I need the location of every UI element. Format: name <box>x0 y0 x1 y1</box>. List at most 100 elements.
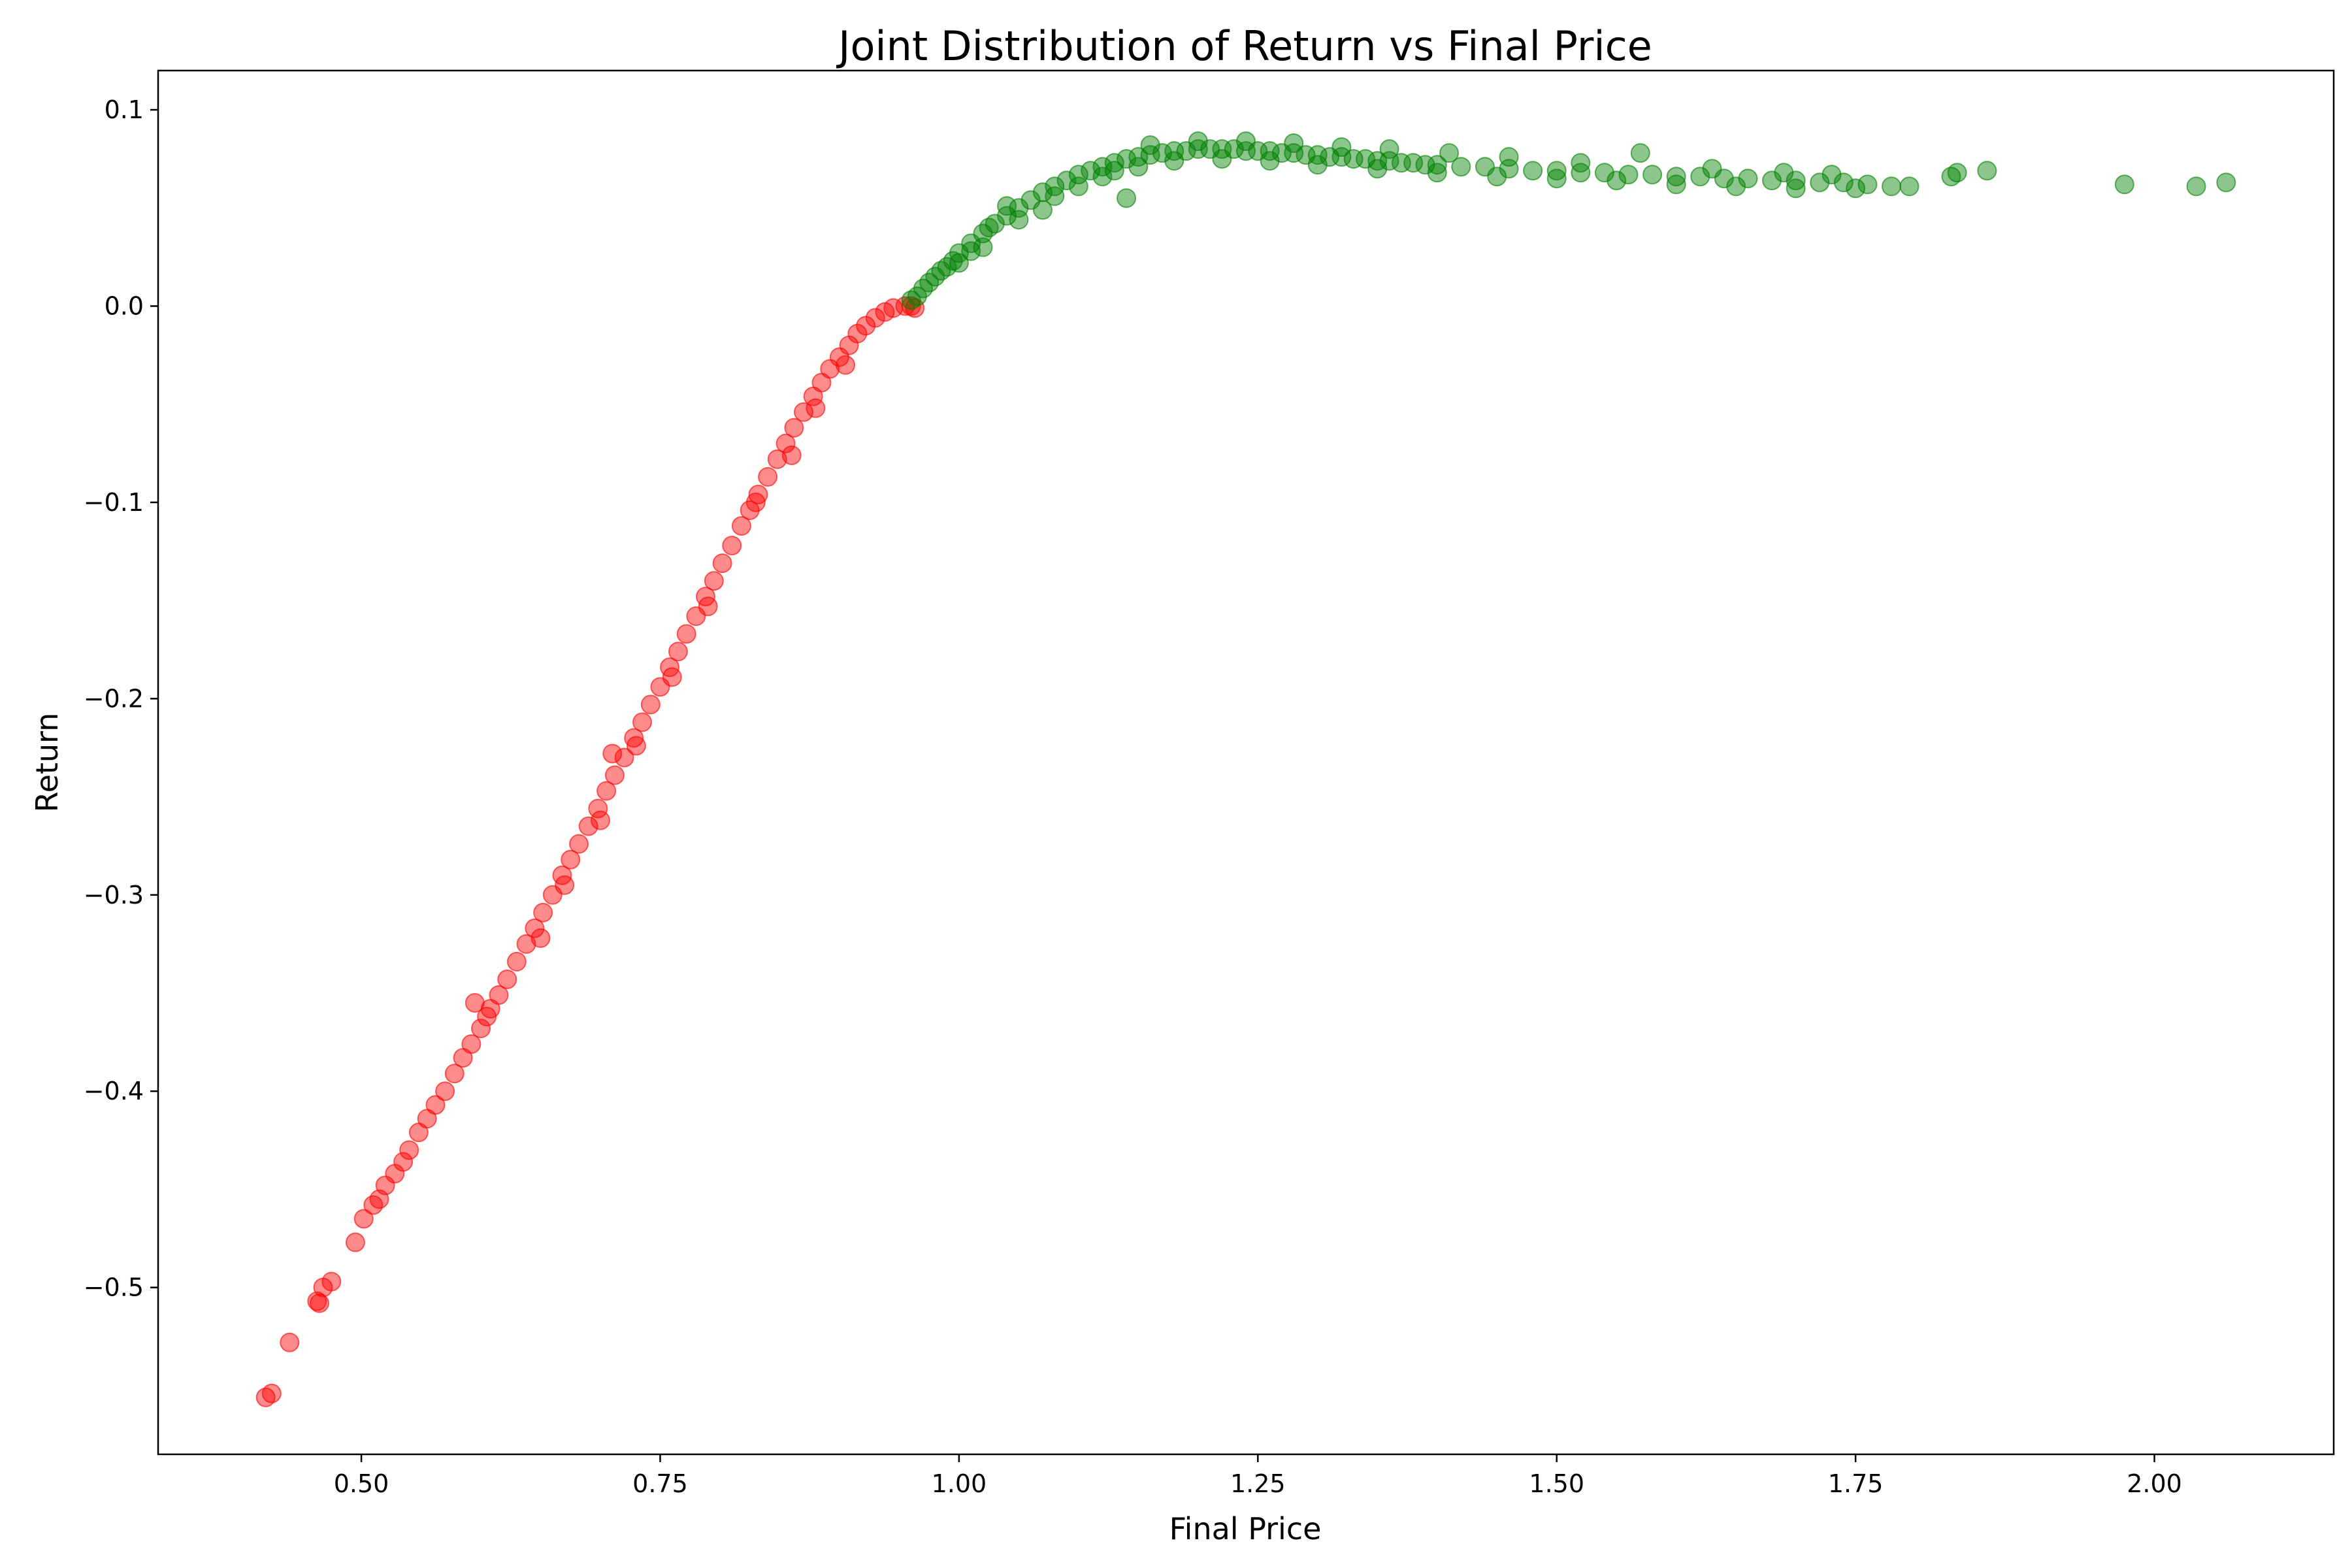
data-point <box>1487 167 1507 187</box>
data-point <box>471 1019 491 1039</box>
data-point <box>1068 176 1088 197</box>
data-point <box>465 993 485 1013</box>
data-point <box>997 206 1017 226</box>
plot-area-frame <box>157 69 2335 1456</box>
data-point <box>1833 172 1854 193</box>
data-point <box>1081 161 1101 181</box>
data-point <box>1630 143 1650 163</box>
data-point <box>506 951 527 972</box>
data-point <box>1260 141 1280 161</box>
data-point <box>1738 169 1758 189</box>
data-point <box>1117 149 1137 169</box>
data-point <box>569 834 589 854</box>
data-point <box>555 875 575 895</box>
data-point <box>1379 139 1399 159</box>
data-point <box>1666 167 1686 187</box>
data-point <box>1810 172 1830 193</box>
data-point <box>614 747 634 768</box>
data-point <box>1786 171 1806 191</box>
y-tick-label: 0.1 <box>105 95 144 124</box>
data-point <box>321 1271 342 1292</box>
data-point <box>1846 178 1866 199</box>
data-point <box>722 536 742 556</box>
data-point <box>461 1034 482 1054</box>
data-point <box>1899 176 1919 197</box>
data-point <box>662 667 682 687</box>
y-tick-label: 0.0 <box>105 292 144 321</box>
data-point <box>1546 169 1567 189</box>
data-point <box>353 1209 374 1229</box>
data-point <box>1821 165 1842 185</box>
data-point <box>997 196 1017 216</box>
data-point <box>1056 171 1077 191</box>
data-point <box>604 765 625 785</box>
x-axis-label: Final Price <box>1169 1511 1322 1546</box>
data-point <box>489 985 509 1005</box>
data-point <box>1702 159 1722 179</box>
data-point <box>1571 163 1591 183</box>
data-point <box>516 934 536 954</box>
y-tick-label: −0.3 <box>84 881 144 909</box>
data-point <box>399 1140 419 1160</box>
data-point <box>1427 155 1447 175</box>
data-point <box>632 712 653 732</box>
data-point <box>2216 172 2236 193</box>
y-tick-label: −0.2 <box>84 684 144 713</box>
data-point <box>624 728 644 748</box>
x-tick-label: 2.00 <box>2127 1469 2182 1498</box>
data-point <box>758 466 778 487</box>
data-point <box>847 323 868 344</box>
data-point <box>1307 155 1328 175</box>
data-point <box>961 241 981 261</box>
x-tick-label: 1.50 <box>1529 1469 1584 1498</box>
data-point <box>865 308 885 328</box>
y-tick-label: −0.4 <box>84 1077 144 1105</box>
data-point <box>676 624 696 644</box>
data-point <box>531 928 551 948</box>
x-tick-label: 1.25 <box>1230 1469 1286 1498</box>
data-point <box>745 492 766 512</box>
data-point <box>261 1383 282 1403</box>
data-point <box>533 902 553 923</box>
data-point <box>588 798 608 819</box>
data-point <box>280 1332 300 1352</box>
data-point <box>907 286 927 306</box>
data-point <box>1427 163 1447 183</box>
data-point <box>973 237 993 257</box>
data-point <box>596 781 617 801</box>
data-point <box>668 642 688 662</box>
x-tick-label: 0.50 <box>334 1469 389 1498</box>
data-point <box>1774 163 1794 183</box>
data-point <box>1212 149 1232 169</box>
data-point <box>497 969 517 989</box>
data-point <box>1571 153 1591 173</box>
data-point <box>1128 157 1149 177</box>
data-point <box>561 849 581 870</box>
y-axis-label: Return <box>29 713 65 813</box>
data-point <box>776 433 796 453</box>
data-point <box>425 1095 446 1115</box>
x-tick-label: 1.75 <box>1828 1469 1884 1498</box>
data-point <box>1260 151 1280 171</box>
data-point <box>1331 147 1352 167</box>
data-point <box>477 1007 497 1027</box>
data-point <box>1499 147 1519 167</box>
data-point <box>698 596 718 617</box>
data-point <box>590 810 610 830</box>
data-point <box>626 736 646 756</box>
data-point <box>1188 131 1208 152</box>
data-point <box>1857 174 1878 195</box>
data-point <box>1690 167 1710 187</box>
data-point <box>1367 159 1388 179</box>
data-point <box>1786 178 1806 199</box>
x-tick-label: 0.75 <box>632 1469 688 1498</box>
data-point <box>310 1293 330 1313</box>
data-point <box>1140 145 1160 165</box>
data-point <box>1284 143 1304 163</box>
chart-title: Joint Distribution of Return vs Final Pr… <box>836 22 1652 70</box>
data-point <box>1104 153 1124 173</box>
data-point <box>393 1152 414 1172</box>
data-point <box>794 402 814 422</box>
